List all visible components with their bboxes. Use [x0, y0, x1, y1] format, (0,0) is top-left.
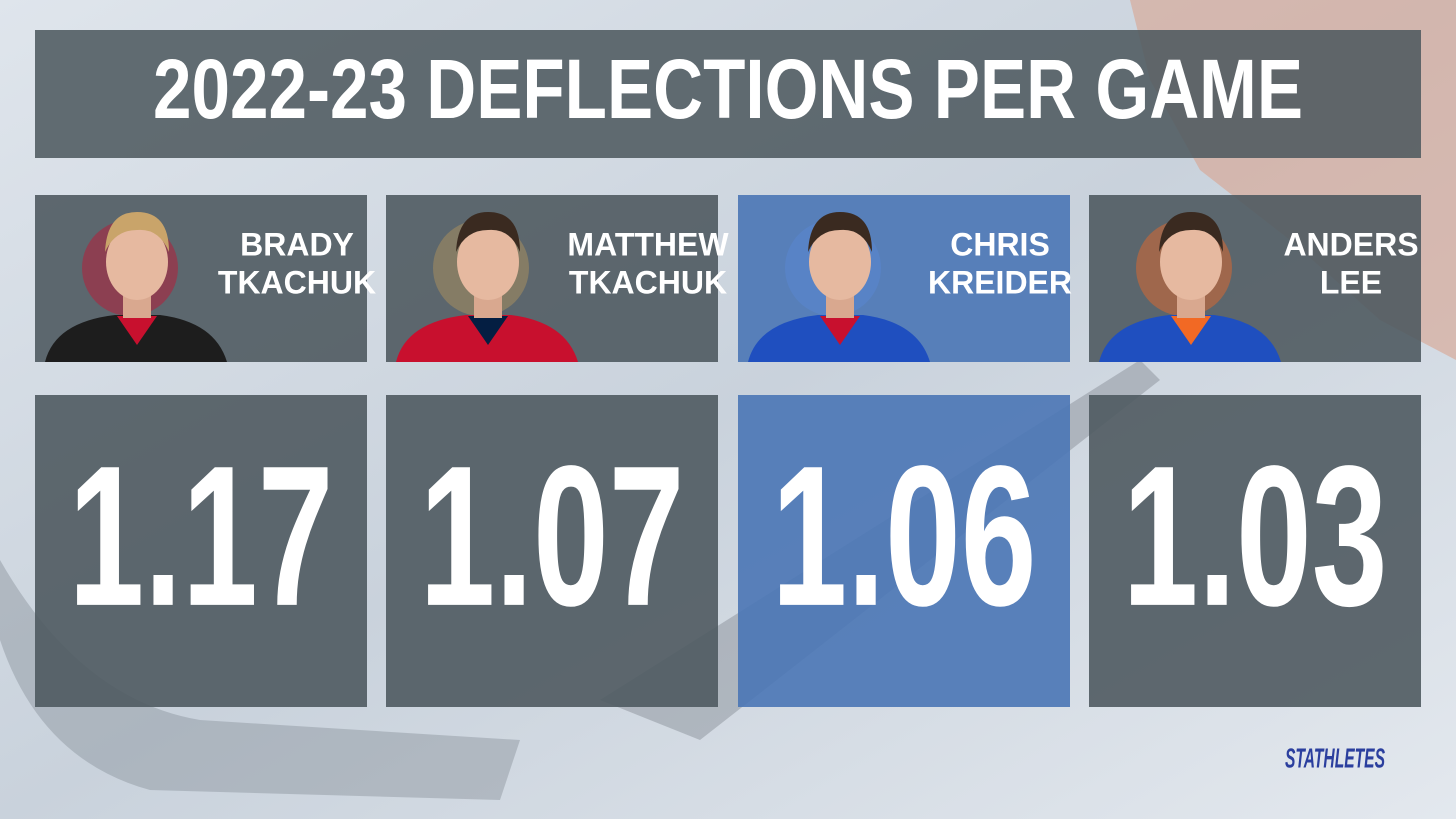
player-name: KREIDER: [928, 264, 1072, 300]
player-hair: [1159, 212, 1223, 252]
player-name: MATTHEW: [567, 226, 729, 262]
player-collar: [820, 316, 860, 345]
player-collar: [468, 316, 508, 345]
player-name: LEE: [1320, 264, 1382, 300]
title: 2022-23 DEFLECTIONS PER GAME: [153, 42, 1303, 136]
value-card: [35, 395, 367, 707]
title-bar: [35, 30, 1421, 158]
brand-logo: STATHLETES: [1285, 742, 1385, 773]
value-label: 1.07: [420, 425, 685, 648]
player-hair: [808, 212, 872, 252]
player-name: TKACHUK: [569, 264, 727, 300]
player-name: TKACHUK: [218, 264, 376, 300]
player-name: ANDERS: [1283, 226, 1418, 262]
player-face: [106, 224, 168, 300]
value-card: [386, 395, 718, 707]
player-hair: [456, 212, 520, 252]
player-face: [457, 224, 519, 300]
background-stick: [0, 560, 520, 800]
value-label: 1.06: [772, 425, 1037, 648]
value-label: 1.03: [1123, 425, 1388, 648]
player-face: [809, 224, 871, 300]
player-name: BRADY: [240, 226, 354, 262]
cards: BRADYTKACHUK1.17MATTHEWTKACHUK1.07CHRISK…: [35, 195, 1421, 707]
value-card: [738, 395, 1070, 707]
player-face: [1160, 224, 1222, 300]
player-collar: [1171, 316, 1211, 345]
player-hair: [105, 212, 169, 252]
value-label: 1.17: [69, 425, 334, 648]
player-collar: [117, 316, 157, 345]
value-card: [1089, 395, 1421, 707]
player-name: CHRIS: [950, 226, 1050, 262]
